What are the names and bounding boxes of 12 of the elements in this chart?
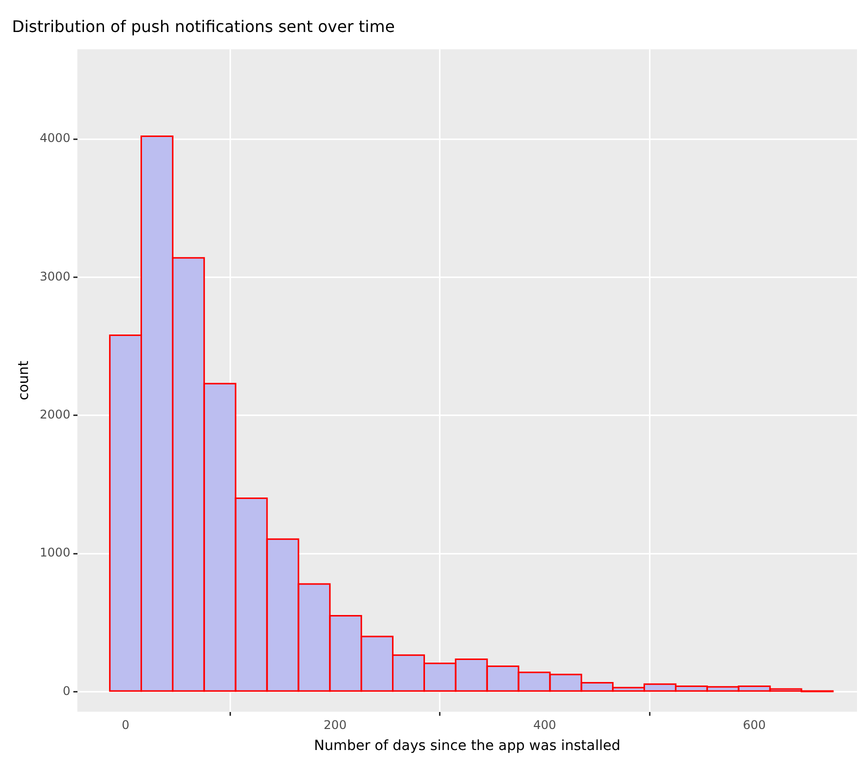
y-tick-label: 4000 <box>40 131 70 146</box>
y-tick-label: 3000 <box>40 269 70 284</box>
y-tick-label: 0 <box>62 684 70 698</box>
x-tick-label: 400 <box>533 718 556 732</box>
y-axis-title: count <box>16 360 32 400</box>
y-tick-label: 2000 <box>40 408 70 422</box>
x-tick-label: 200 <box>324 718 347 732</box>
y-tick-label: 1000 <box>40 546 70 560</box>
chart-title: Distribution of push notifications sent over time <box>12 16 395 36</box>
x-tick-label: 0 <box>122 718 130 732</box>
x-tick-label: 600 <box>742 718 766 732</box>
x-axis-title: Number of days since the app was installed <box>314 738 620 754</box>
